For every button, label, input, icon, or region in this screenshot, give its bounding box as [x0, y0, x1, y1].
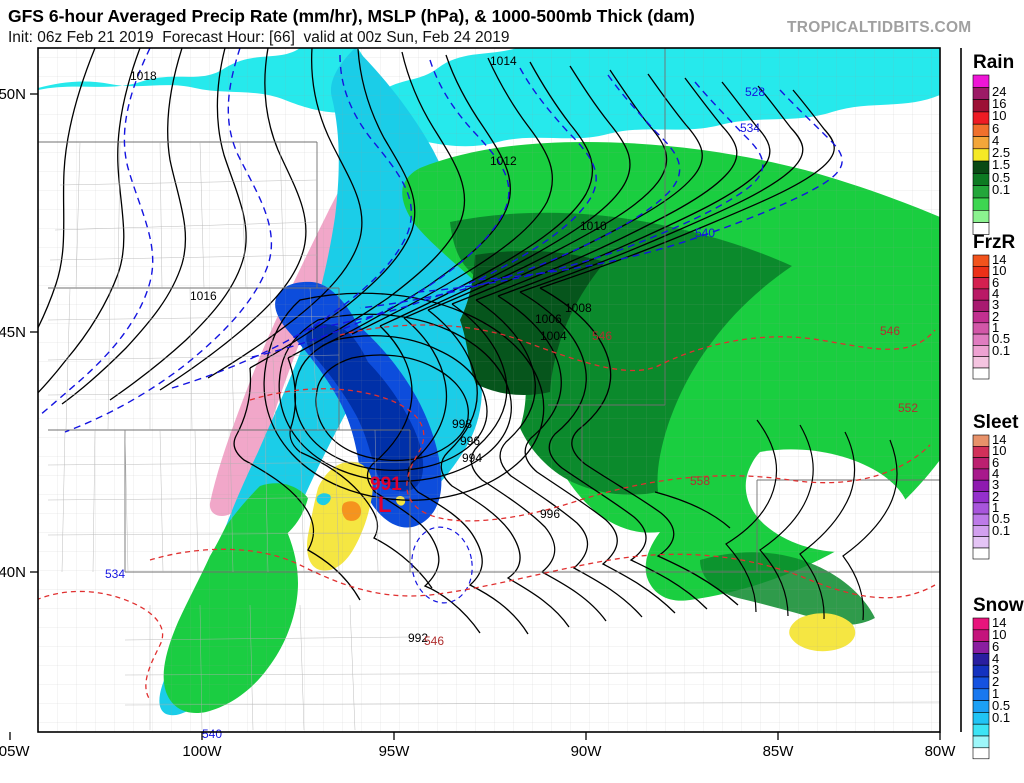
svg-text:534: 534 — [740, 121, 760, 135]
svg-text:85W: 85W — [763, 743, 795, 760]
svg-text:45N: 45N — [0, 324, 26, 341]
svg-text:Rain: Rain — [973, 52, 1014, 73]
svg-text:1014: 1014 — [490, 54, 517, 68]
svg-text:0.1: 0.1 — [992, 343, 1010, 358]
svg-text:95W: 95W — [379, 743, 411, 760]
svg-text:528: 528 — [745, 85, 765, 99]
svg-text:546: 546 — [880, 324, 900, 338]
svg-text:0.1: 0.1 — [992, 523, 1010, 538]
svg-text:80W: 80W — [925, 743, 957, 760]
svg-text:50N: 50N — [0, 86, 26, 103]
svg-text:FrzR: FrzR — [973, 232, 1016, 253]
svg-text:105W: 105W — [0, 743, 30, 760]
svg-text:Sleet: Sleet — [973, 412, 1019, 433]
svg-text:1016: 1016 — [190, 289, 217, 303]
svg-text:0.1: 0.1 — [992, 182, 1010, 197]
svg-text:0.1: 0.1 — [992, 710, 1010, 725]
svg-text:546: 546 — [424, 634, 444, 648]
svg-text:558: 558 — [690, 474, 710, 488]
svg-text:996: 996 — [540, 507, 560, 521]
svg-text:540: 540 — [695, 226, 715, 240]
svg-text:1004: 1004 — [540, 329, 567, 343]
svg-text:552: 552 — [898, 401, 918, 415]
svg-text:998: 998 — [452, 417, 472, 431]
svg-text:100W: 100W — [182, 743, 222, 760]
svg-text:534: 534 — [105, 567, 125, 581]
svg-text:996: 996 — [460, 434, 480, 448]
svg-text:Snow: Snow — [973, 595, 1024, 616]
svg-text:1018: 1018 — [130, 69, 157, 83]
svg-text:1006: 1006 — [535, 312, 562, 326]
svg-text:540: 540 — [202, 727, 222, 741]
svg-text:1010: 1010 — [580, 219, 607, 233]
svg-text:L: L — [378, 492, 391, 517]
svg-text:90W: 90W — [571, 743, 603, 760]
svg-text:1012: 1012 — [490, 154, 517, 168]
svg-text:40N: 40N — [0, 564, 26, 581]
svg-text:1008: 1008 — [565, 301, 592, 315]
svg-text:994: 994 — [462, 451, 482, 465]
svg-text:546: 546 — [592, 329, 612, 343]
